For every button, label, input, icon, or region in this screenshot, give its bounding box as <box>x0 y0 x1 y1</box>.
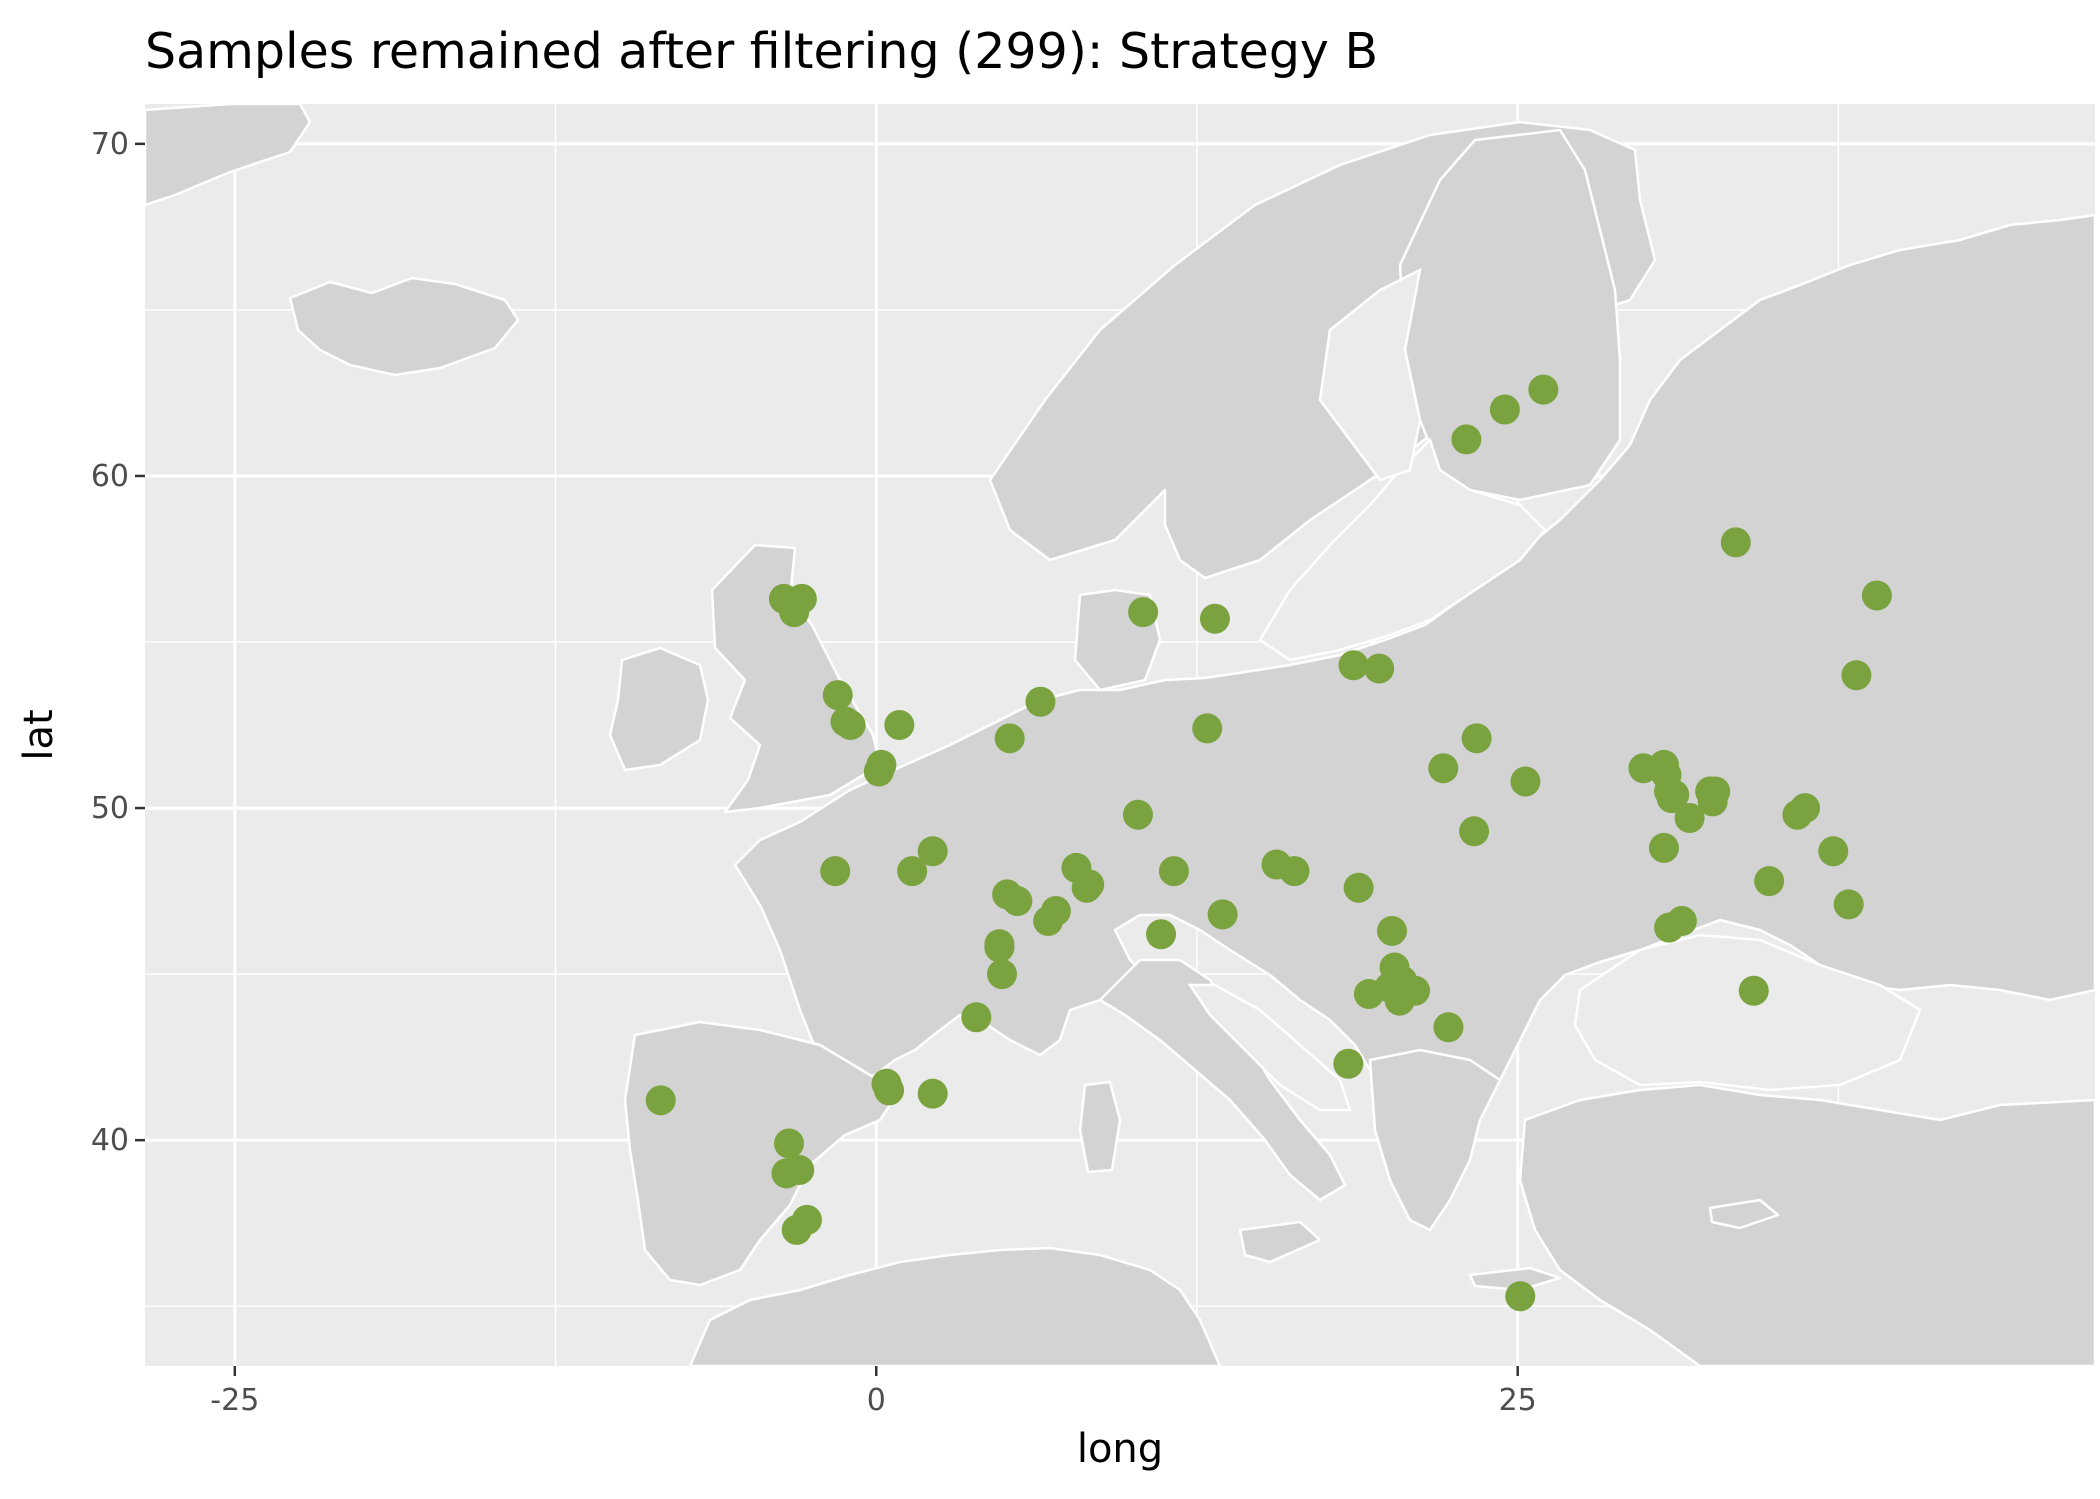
land-great-britain <box>710 543 882 814</box>
land-italy <box>1098 958 1347 1202</box>
sample-point <box>1648 832 1679 863</box>
sample-point <box>1074 869 1105 900</box>
sample-point <box>1207 899 1238 930</box>
sample-point <box>1697 786 1728 817</box>
sample-point <box>645 1085 676 1116</box>
sample-point <box>1528 374 1559 405</box>
sample-point <box>1659 779 1690 810</box>
land-sardinia <box>1078 1080 1122 1174</box>
sample-point <box>1861 580 1892 611</box>
sample-point <box>1510 766 1541 797</box>
sample-point <box>1818 836 1849 867</box>
sample-point <box>1279 856 1310 887</box>
sample-point <box>1158 856 1189 887</box>
y-tick-label: 40 <box>91 1123 129 1158</box>
land-ireland <box>608 646 710 772</box>
sample-point <box>1754 866 1785 897</box>
sample-point <box>961 1002 992 1033</box>
sea-black <box>1573 933 1922 1092</box>
sample-point <box>784 1155 815 1186</box>
sample-point <box>1841 660 1872 691</box>
sample-point <box>1738 975 1769 1006</box>
sample-point <box>1433 1012 1464 1043</box>
y-tick-label: 50 <box>91 791 129 826</box>
sample-point <box>1376 915 1407 946</box>
sample-point <box>1674 803 1705 834</box>
sample-point <box>1461 723 1492 754</box>
sample-point <box>1364 653 1395 684</box>
y-axis: 40 50 60 70 <box>91 127 145 1158</box>
sample-point <box>1343 872 1374 903</box>
sample-point <box>874 1075 905 1106</box>
sample-point <box>1833 889 1864 920</box>
sample-point <box>994 723 1025 754</box>
sample-point <box>897 856 928 887</box>
data-points <box>645 374 1892 1312</box>
sample-point <box>984 929 1015 960</box>
sample-point <box>1666 905 1697 936</box>
sample-point <box>1025 686 1056 717</box>
sample-point <box>1400 975 1431 1006</box>
sample-point <box>986 959 1017 990</box>
sample-point <box>1338 650 1369 681</box>
sample-point <box>1489 394 1520 425</box>
x-axis: -25 0 25 <box>210 1366 1537 1418</box>
land-cyprus <box>1708 1198 1780 1230</box>
sample-point <box>1146 919 1177 950</box>
inland-seas <box>1187 267 1922 1112</box>
sample-point <box>1040 896 1071 927</box>
x-tick-label: -25 <box>210 1383 259 1418</box>
sample-point <box>863 756 894 787</box>
y-axis-title: lat <box>16 709 62 760</box>
land-turkey <box>1518 1083 2095 1366</box>
land-iceland <box>288 276 520 377</box>
sample-point <box>830 706 861 737</box>
sample-point <box>791 1204 822 1235</box>
sample-point <box>1333 1048 1364 1079</box>
sample-point <box>1002 886 1033 917</box>
sample-point <box>917 1078 948 1109</box>
x-axis-title: long <box>1077 1426 1163 1472</box>
sample-point <box>779 597 810 628</box>
sample-point <box>820 856 851 887</box>
land-north-africa <box>688 1246 1222 1366</box>
sample-point <box>1192 713 1223 744</box>
sea-baltic <box>1258 437 1547 662</box>
sample-point <box>1199 603 1230 634</box>
sample-point <box>1428 753 1459 784</box>
x-tick-label: 25 <box>1499 1383 1537 1418</box>
land-greenland <box>145 104 312 207</box>
sample-point <box>1505 1281 1536 1312</box>
sample-point <box>1459 816 1490 847</box>
land-greece <box>1368 1048 1502 1232</box>
sample-point <box>822 680 853 711</box>
y-tick-label: 60 <box>91 459 129 494</box>
sea-bothnia <box>1318 267 1422 482</box>
sea-adriatic <box>1187 983 1352 1112</box>
sample-point <box>917 836 948 867</box>
sample-point <box>1451 424 1482 455</box>
land-iberia <box>623 1020 902 1287</box>
sample-point <box>1128 597 1159 628</box>
sample-point <box>1122 799 1153 830</box>
land-sicily <box>1238 1220 1322 1264</box>
chart-title: Samples remained after filtering (299): … <box>145 23 1378 80</box>
x-tick-label: 0 <box>867 1383 886 1418</box>
y-tick-label: 70 <box>91 127 129 162</box>
land-crete <box>1468 1266 1562 1292</box>
sample-point <box>1720 527 1751 558</box>
sample-point <box>774 1128 805 1159</box>
sample-point <box>884 710 915 741</box>
sample-point <box>1790 793 1821 824</box>
